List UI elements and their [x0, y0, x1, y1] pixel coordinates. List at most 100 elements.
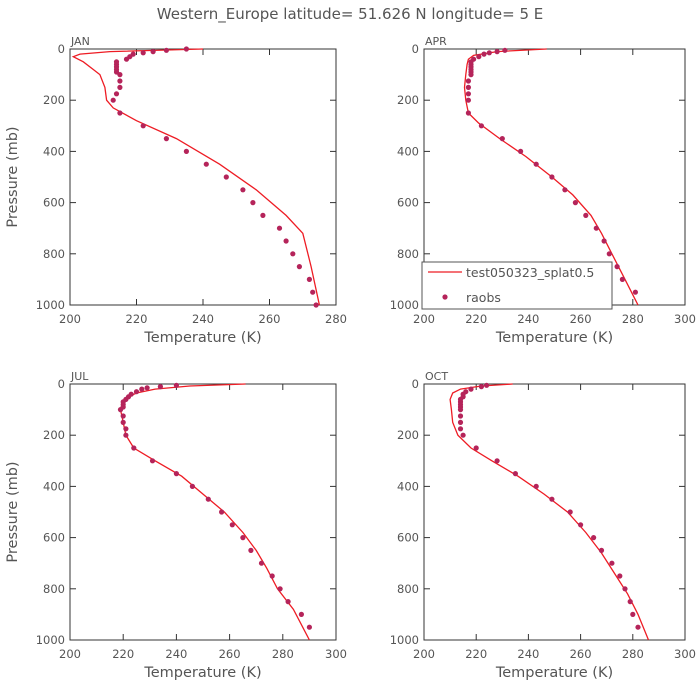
y-tick-label: 1000: [36, 633, 65, 647]
raobs-point: [627, 599, 633, 605]
legend-model-label: test050323_splat0.5: [466, 265, 594, 280]
raobs-point: [117, 407, 124, 413]
raobs-point: [578, 522, 584, 528]
raobs-point: [183, 46, 189, 52]
raobs-point: [306, 276, 312, 282]
y-tick-label: 1000: [36, 298, 65, 312]
raobs-point: [518, 148, 524, 154]
raobs-point: [189, 483, 195, 489]
raobs-point: [478, 384, 484, 390]
x-tick-label: 280: [272, 647, 294, 661]
raobs-point: [306, 624, 312, 630]
raobs-point: [465, 97, 471, 103]
raobs-point: [133, 389, 140, 395]
x-tick-label: 240: [517, 647, 539, 661]
raobs-point: [298, 611, 304, 618]
raobs-point: [250, 200, 256, 206]
model-profile-line-jul: [119, 383, 310, 641]
x-axis-label: Temperature (K): [143, 665, 261, 681]
raobs-point: [473, 445, 479, 451]
raobs-point: [219, 509, 225, 515]
raobs-point: [583, 212, 589, 218]
raobs-point: [622, 586, 628, 592]
y-tick-label: 0: [58, 377, 65, 391]
x-tick-label: 280: [622, 647, 644, 661]
legend-box: [421, 261, 613, 310]
raobs-point: [609, 560, 615, 566]
raobs-point: [465, 91, 471, 97]
raobs-point: [549, 496, 555, 502]
raobs-point: [484, 382, 490, 388]
raobs-point: [240, 187, 246, 193]
y-tick-label: 200: [43, 93, 65, 107]
raobs-point: [173, 382, 179, 388]
x-tick-label: 220: [126, 312, 148, 326]
plot-frame-jan: [69, 48, 337, 306]
raobs-point: [203, 161, 209, 167]
panel-label-oct: OCT: [425, 370, 448, 383]
x-tick-label: 200: [59, 647, 81, 661]
raobs-point: [296, 264, 302, 270]
raobs-point: [494, 49, 500, 55]
raobs-point: [240, 535, 246, 541]
raobs-point: [499, 136, 505, 142]
raobs-point: [131, 445, 137, 451]
x-tick-label: 260: [570, 312, 592, 326]
y-tick-label: 400: [43, 144, 65, 158]
y-tick-label: 600: [397, 531, 419, 545]
panel-label-apr: APR: [425, 35, 447, 48]
raobs-point: [258, 560, 265, 566]
raobs-point: [502, 47, 508, 53]
raobs-point: [476, 54, 482, 60]
x-tick-label: 240: [517, 312, 539, 326]
y-axis-label: Pressure (mb): [5, 461, 21, 562]
y-tick-label: 600: [397, 196, 419, 210]
x-tick-label: 200: [59, 312, 81, 326]
raobs-point: [533, 483, 539, 489]
panel-apr: 200 220 240 260 280 300 0 200 400 600 800 1000 APR Te…: [390, 35, 696, 346]
raobs-point: [117, 84, 123, 90]
raobs-point: [120, 413, 126, 419]
raobs-point: [465, 110, 471, 116]
y-tick-label: 1000: [390, 633, 419, 647]
legend-obs-marker: [442, 294, 448, 300]
raobs-point: [310, 289, 316, 295]
y-tick-label: 200: [397, 428, 419, 442]
raobs-point: [614, 264, 620, 270]
raobs-point: [457, 426, 464, 432]
x-tick-label: 200: [413, 312, 435, 326]
raobs-point: [205, 496, 211, 502]
raobs-point: [598, 547, 605, 554]
raobs-point: [140, 50, 146, 56]
plot-frame-jul: [69, 383, 337, 641]
raobs-point: [630, 611, 636, 618]
raobs-point: [144, 385, 150, 391]
raobs-point: [572, 200, 579, 206]
raobs-point: [593, 225, 599, 231]
x-axis-label: Temperature (K): [495, 665, 613, 681]
y-tick-label: 400: [43, 479, 65, 493]
raobs-point: [635, 624, 641, 630]
plot-frame-oct: [423, 383, 686, 641]
raobs-point: [478, 123, 484, 129]
x-tick-label: 260: [219, 647, 241, 661]
x-tick-label: 220: [465, 647, 487, 661]
raobs-point: [533, 161, 539, 167]
y-tick-label: 600: [43, 196, 65, 210]
raobs-point: [468, 72, 474, 78]
x-tick-label: 300: [674, 312, 696, 326]
raobs-point: [277, 586, 283, 592]
raobs-point: [465, 84, 471, 90]
raobs-point: [110, 97, 116, 103]
raobs-point: [617, 573, 623, 579]
raobs-point: [465, 78, 471, 84]
raobs-point: [117, 78, 123, 84]
raobs-point: [619, 276, 626, 282]
raobs-point: [494, 458, 500, 464]
x-tick-label: 300: [325, 647, 347, 661]
y-axis-label: Pressure (mb): [5, 126, 21, 227]
x-axis-label: Temperature (K): [495, 330, 613, 346]
y-tick-label: 600: [43, 531, 65, 545]
raobs-point: [183, 148, 189, 154]
